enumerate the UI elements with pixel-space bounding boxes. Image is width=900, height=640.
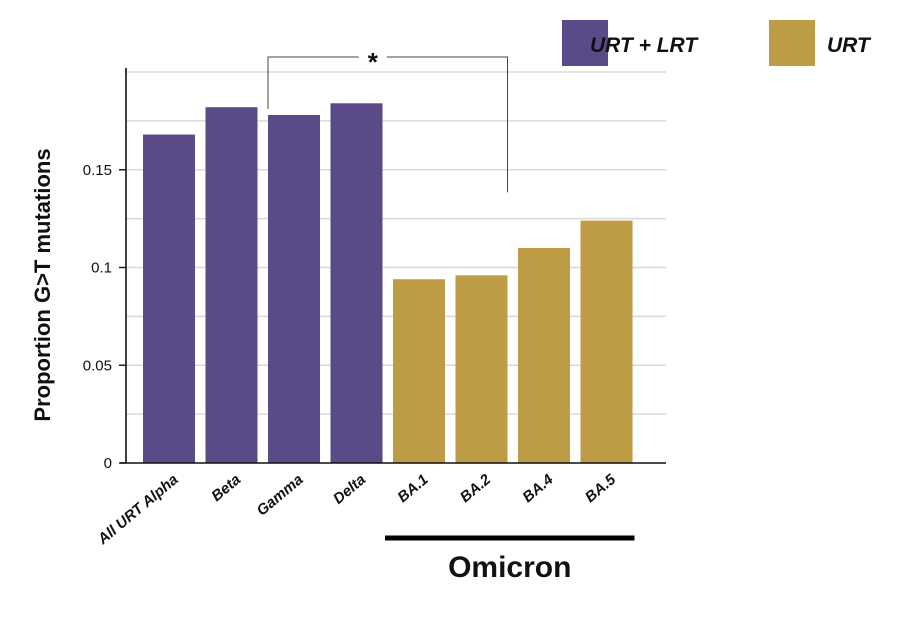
legend: URT + LRT URT [562, 20, 872, 66]
x-tick-label: Beta [208, 471, 244, 505]
bar [143, 134, 195, 463]
y-axis-title: Proportion G>T mutations [30, 148, 55, 421]
y-tick-label: 0.05 [83, 357, 112, 374]
bar [455, 275, 508, 463]
bar [330, 103, 383, 463]
bar [580, 220, 633, 463]
legend-swatch [769, 20, 815, 66]
x-tick-label: Gamma [253, 471, 306, 519]
legend-label: URT [827, 34, 872, 57]
x-tick-label: All URT Alpha [94, 471, 182, 548]
bar [518, 247, 570, 463]
bar [205, 107, 258, 463]
bar [268, 115, 320, 463]
legend-swatch [562, 20, 608, 66]
x-tick-label: BA.1 [394, 471, 431, 506]
x-tick-label: BA.2 [457, 471, 495, 506]
annotation-layer: Omicron * [267, 47, 635, 584]
significance-bracket-left [267, 56, 359, 110]
omicron-label: Omicron [448, 551, 571, 584]
bar [393, 279, 445, 463]
legend-label: URT + LRT [590, 34, 699, 57]
y-tick-label: 0.1 [91, 260, 112, 277]
y-tick-label: 0.15 [83, 162, 112, 179]
bars-layer [143, 103, 633, 463]
x-tick-label: BA.5 [582, 471, 620, 506]
x-tick-label: BA.4 [519, 471, 557, 506]
significance-star: * [368, 47, 379, 77]
y-tick-label: 0 [104, 455, 112, 472]
significance-bracket-right [386, 56, 508, 193]
x-tick-label: Delta [330, 471, 369, 508]
